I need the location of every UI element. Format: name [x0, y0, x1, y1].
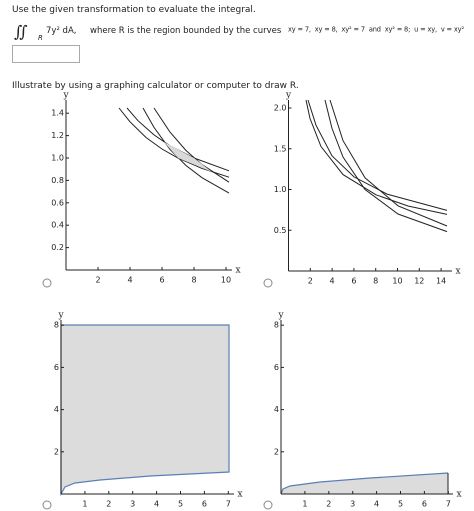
y-tick-label: 4 [274, 405, 279, 414]
x-axis-label: x [235, 266, 240, 276]
y-tick-label: 1.4 [51, 109, 64, 118]
radios [42, 278, 273, 510]
condition: xy = 7, xy = 8, xy² = 7 and xy² = 8; u =… [288, 26, 464, 34]
y-tick-label: 0.8 [51, 176, 64, 185]
curve [118, 107, 230, 178]
y-tick-label: 4 [54, 405, 59, 414]
curve [307, 99, 448, 211]
y-tick-label: 8 [54, 321, 59, 330]
answer-box[interactable] [12, 45, 80, 63]
x-tick-label: 4 [374, 500, 379, 509]
instruction: Illustrate by using a graphing calculato… [12, 81, 299, 91]
x-tick-label: 2 [326, 500, 331, 509]
x-tick-label: 6 [159, 276, 164, 285]
y-tick-label: 2.0 [274, 104, 287, 113]
x-tick-label: 8 [373, 277, 378, 286]
y-tick-label: 1.0 [51, 154, 64, 163]
curve [126, 107, 230, 172]
curves [118, 99, 448, 233]
x-tick-label: 8 [191, 276, 196, 285]
y-tick-label: 1.0 [274, 185, 287, 194]
x-tick-label: 2 [106, 500, 111, 509]
x-axis-label: x [455, 267, 460, 277]
x-tick-label: 3 [130, 500, 135, 509]
y-tick-label: 6 [274, 363, 279, 372]
region [60, 324, 230, 497]
y-tick-label: 0.6 [51, 198, 64, 207]
x-tick-label: 4 [154, 500, 159, 509]
boundary [280, 472, 449, 495]
y-tick-label: 0.2 [51, 243, 64, 252]
region [281, 473, 448, 494]
y-axis-label: y [285, 91, 292, 101]
integral-subscript: R [38, 34, 43, 42]
y-axis-label: y [277, 311, 284, 321]
x-tick-label: 1 [82, 500, 87, 509]
x-axis-label: x [456, 490, 461, 500]
x-tick-label: 14 [436, 277, 446, 286]
x-tick-label: 7 [446, 500, 451, 509]
radio[interactable] [263, 500, 273, 510]
y-axis-label: y [57, 311, 64, 321]
x-tick-label: 5 [398, 500, 403, 509]
y-tick-label: 0.4 [51, 221, 64, 230]
radio[interactable] [263, 278, 273, 288]
x-tick-label: 2 [308, 277, 313, 286]
y-tick-label: 6 [54, 363, 59, 372]
y-tick-label: 0.5 [274, 226, 287, 235]
description: where R is the region bounded by the cur… [90, 26, 282, 36]
y-tick-label: 1.5 [274, 144, 287, 153]
x-tick-label: 4 [330, 277, 335, 286]
x-tick-label: 10 [392, 277, 402, 286]
x-tick-label: 1 [302, 500, 307, 509]
radio[interactable] [42, 500, 52, 510]
x-tick-label: 12 [414, 277, 424, 286]
integral-symbol: ∬ [14, 22, 28, 41]
integrand: 7y² dA, [46, 26, 77, 36]
curve [324, 99, 448, 233]
curve [329, 99, 448, 227]
curve [305, 99, 448, 215]
radio[interactable] [42, 278, 52, 288]
x-tick-label: 10 [221, 276, 231, 285]
y-tick-label: 2 [274, 447, 279, 456]
prompt: Use the given transformation to evaluate… [12, 5, 256, 15]
x-axis-label: x [237, 490, 242, 500]
x-tick-label: 3 [350, 500, 355, 509]
x-tick-label: 2 [95, 276, 100, 285]
y-tick-label: 8 [274, 321, 279, 330]
x-tick-label: 7 [226, 500, 231, 509]
y-tick-label: 2 [54, 447, 59, 456]
x-tick-label: 5 [178, 500, 183, 509]
x-tick-label: 6 [422, 500, 427, 509]
y-tick-label: 1.2 [51, 131, 64, 140]
x-tick-label: 6 [202, 500, 207, 509]
x-tick-label: 6 [351, 277, 356, 286]
region [164, 142, 212, 172]
curve [153, 107, 230, 183]
y-axis-label: y [62, 91, 69, 101]
x-tick-label: 4 [127, 276, 132, 285]
